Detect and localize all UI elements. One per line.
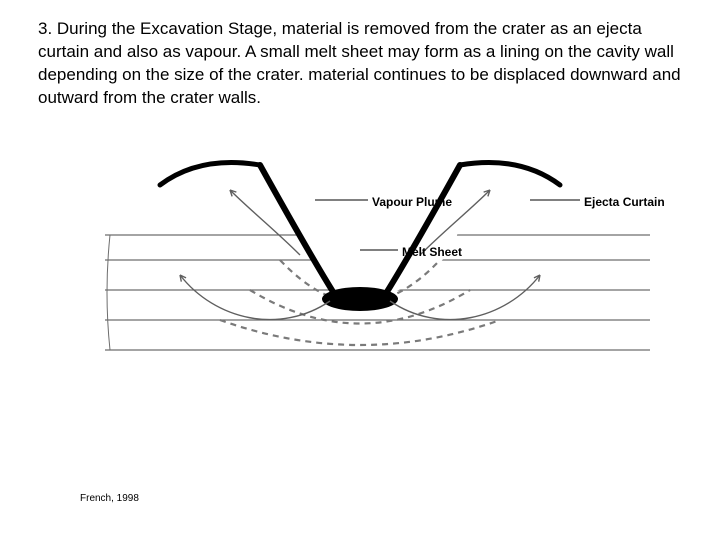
source-citation: French, 1998 bbox=[80, 493, 139, 504]
label-melt-sheet: Melt Sheet bbox=[402, 245, 462, 259]
crater-diagram: Vapour Plume Ejecta Curtain Melt Sheet bbox=[50, 155, 670, 375]
label-ejecta-curtain: Ejecta Curtain bbox=[584, 195, 665, 209]
page-title: 3. During the Excavation Stage, material… bbox=[38, 18, 682, 110]
label-vapour-plume: Vapour Plume bbox=[372, 195, 452, 209]
